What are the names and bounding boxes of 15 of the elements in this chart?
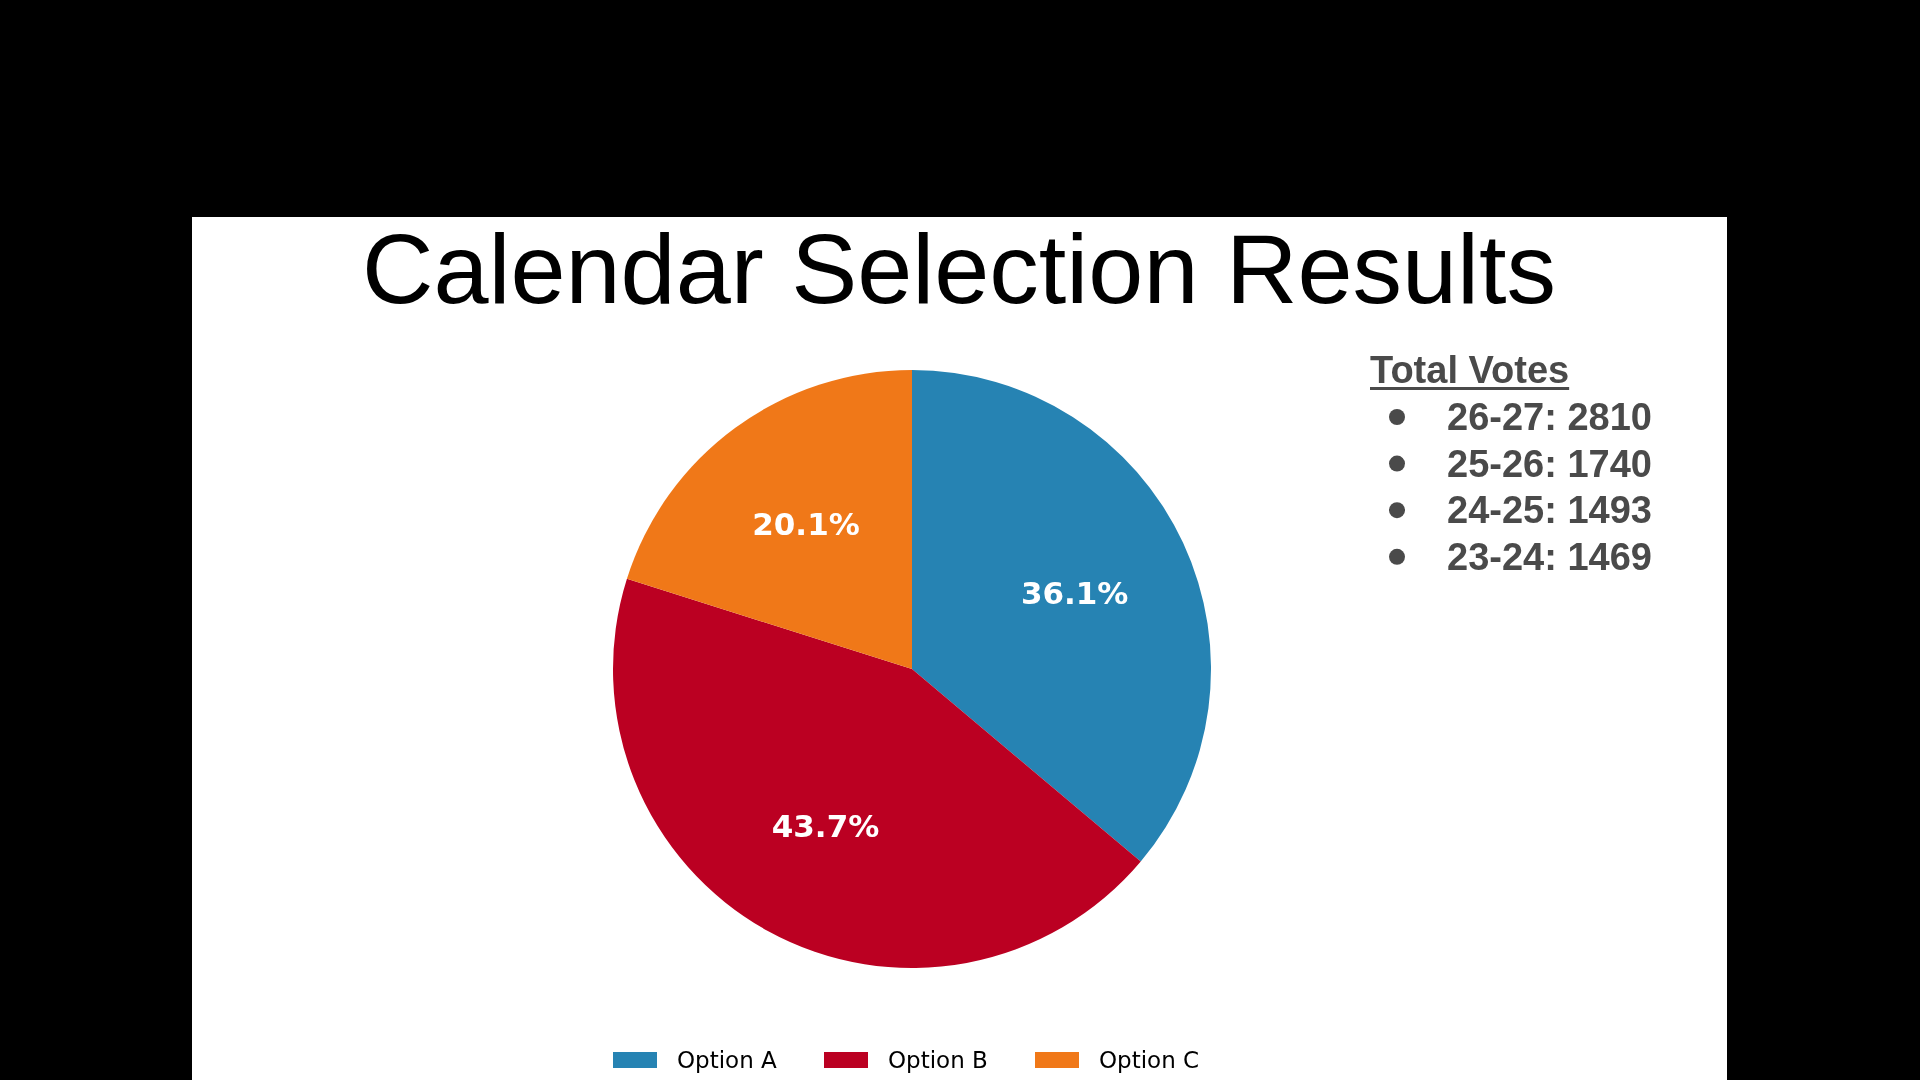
chart-title: Calendar Selection Results (361, 213, 1557, 324)
text: 23-24: 1469 (1447, 535, 1652, 578)
legend-label: Option A (677, 1047, 778, 1074)
data-label: 20.1% (752, 506, 860, 543)
text: 26-27: 2810 (1447, 396, 1652, 438)
legend-label: Option B (888, 1047, 988, 1074)
pie-slice (912, 370, 1211, 862)
text: Total Votes (1370, 349, 1570, 391)
legend-label: Option C (1099, 1047, 1200, 1074)
text: 25-26: 1740 (1447, 442, 1652, 485)
data-label: 43.7% (771, 808, 880, 845)
data-label: 36.1% (1020, 575, 1129, 612)
pie-slice (626, 370, 912, 669)
pie-slice (613, 578, 1141, 968)
text: 24-25: 1493 (1447, 489, 1652, 532)
